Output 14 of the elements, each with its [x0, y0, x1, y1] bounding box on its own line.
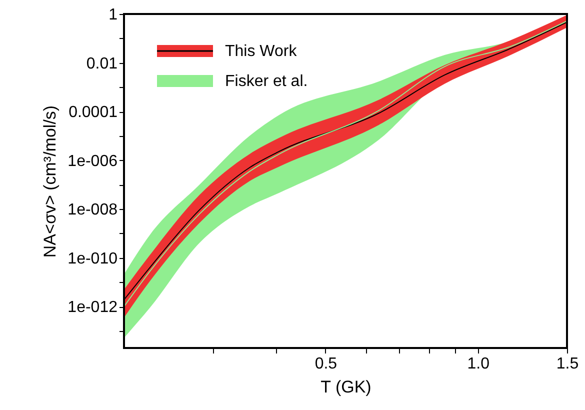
x-tick-label: 1.5: [556, 356, 579, 372]
y-axis-title: NA<σv> (cm³/mol/s): [40, 105, 60, 258]
y-tick-label: 0.01: [86, 55, 118, 72]
x-tick-label: 1.0: [467, 356, 490, 372]
legend-label: This Work: [225, 43, 298, 60]
legend-label: Fisker et al.: [225, 73, 308, 90]
y-tick-label: 1: [108, 6, 118, 24]
y-tick-label: 0.0001: [68, 104, 118, 122]
y-tick-label: 1e-012: [68, 299, 118, 316]
y-tick-label: 1e-010: [68, 250, 118, 268]
x-axis-title: T (GK): [320, 378, 372, 396]
y-tick-label: 1e-008: [68, 202, 118, 219]
y-tick-label: 1e-006: [68, 152, 118, 170]
x-tick-label: 0.5: [314, 356, 338, 372]
